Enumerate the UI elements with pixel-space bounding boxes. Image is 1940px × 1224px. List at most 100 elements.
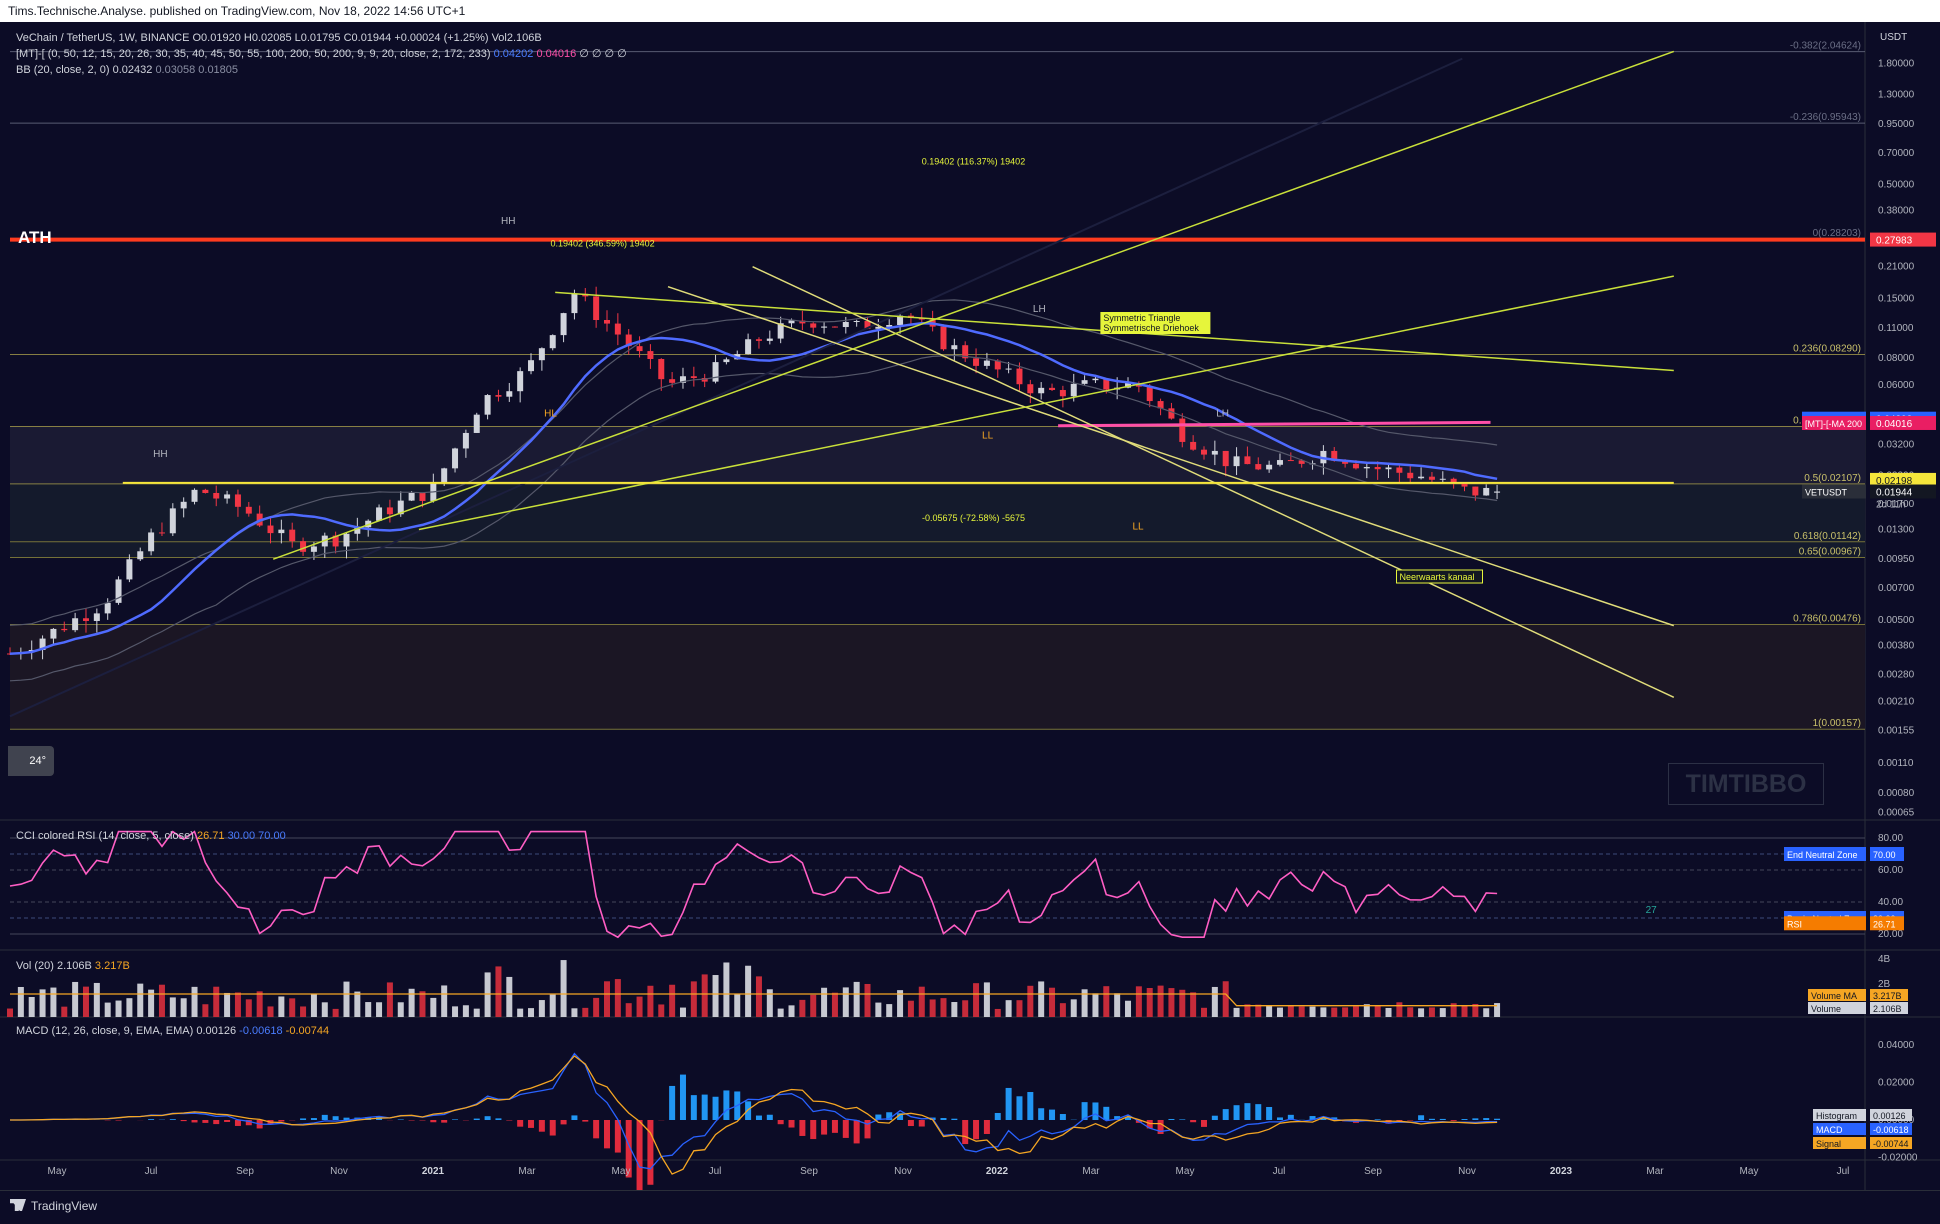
volume-bar <box>1223 981 1229 1017</box>
macd-tag-label: Signal <box>1816 1139 1841 1149</box>
volume-bar <box>843 987 849 1017</box>
volume-bar <box>1158 986 1164 1017</box>
macd-histogram-bar <box>702 1095 708 1120</box>
candle-up <box>1006 369 1012 370</box>
volume-bar <box>463 1005 469 1017</box>
zone-0382-05 <box>10 426 1865 483</box>
legend-mt-ma50: 0.04202 <box>494 48 534 60</box>
volume-bar <box>930 999 936 1017</box>
volume-bar <box>550 995 556 1017</box>
macd-histogram-bar <box>495 1118 501 1120</box>
hh-label: HH <box>501 216 515 227</box>
tradingview-brand: TradingView <box>31 1199 97 1213</box>
candle-down <box>202 490 208 493</box>
volume-bar <box>1092 993 1098 1017</box>
candle-up <box>1277 460 1283 465</box>
macd-histogram-bar <box>1277 1117 1283 1120</box>
macd-histogram-bar <box>1168 1119 1174 1120</box>
volume-bar <box>116 1001 122 1017</box>
candle-up <box>1494 492 1500 493</box>
macd-histogram-bar <box>843 1120 849 1138</box>
volume-bar <box>571 1008 577 1017</box>
macd-histogram-bar <box>951 1119 957 1120</box>
legend-bb-lower: 0.01805 <box>198 64 238 76</box>
volume-tag-label: Volume <box>1811 1004 1841 1014</box>
legend-mt: [MT]-[ (0, 50, 12, 15, 20, 26, 30, 35, 4… <box>16 48 491 60</box>
volume-value-label: 3.217B <box>1873 991 1902 1001</box>
chart-canvas[interactable]: -0.382(2.04624)-0.236(0.95943)0(0.28203)… <box>0 22 1940 1190</box>
candle-down <box>268 526 274 534</box>
candle-up <box>506 391 512 396</box>
macd-histogram-bar <box>908 1120 914 1126</box>
volume-bar <box>637 997 643 1017</box>
macd-histogram-bar <box>170 1119 176 1120</box>
candle-up <box>105 603 111 614</box>
rsi-value: 26.71 <box>197 830 225 842</box>
candle-down <box>300 541 306 552</box>
legend-bb-row[interactable]: BB (20, close, 2, 0) 0.02432 0.03058 0.0… <box>16 62 627 78</box>
volume-bar <box>1440 1008 1446 1017</box>
fib-level-label: 0.5(0.02107) <box>1804 473 1861 484</box>
macd-histogram-bar <box>322 1115 328 1120</box>
macd-histogram-bar <box>1266 1107 1272 1120</box>
macd-tag-label: MACD <box>1816 1125 1843 1135</box>
volume-bar <box>1331 1008 1337 1017</box>
legend-mt-row[interactable]: [MT]-[ (0, 50, 12, 15, 20, 26, 30, 35, 4… <box>16 46 627 62</box>
price-tick-label: 1.30000 <box>1878 89 1915 100</box>
candle-down <box>1049 388 1055 390</box>
macd-histogram-bar <box>995 1113 1001 1120</box>
angle-readout[interactable]: 24° <box>8 746 54 776</box>
volume-bar <box>387 982 393 1017</box>
macd-histogram-bar <box>192 1120 198 1122</box>
volume-bar <box>821 988 827 1017</box>
candle-up <box>148 532 154 551</box>
tradingview-logo[interactable]: TradingView <box>10 1199 97 1213</box>
volume-bar <box>1125 1001 1131 1017</box>
macd-histogram-bar <box>333 1116 339 1120</box>
macd-histogram-bar <box>713 1097 719 1120</box>
rsi-title: CCI colored RSI (14, close, 5, close) <box>16 830 194 842</box>
publish-header: Tims.Technische.Analyse. published on Tr… <box>0 0 1940 22</box>
volume-bar <box>7 1009 13 1017</box>
author-watermark: TIMTIBBO <box>1668 763 1824 805</box>
macd-histogram-bar <box>278 1120 284 1121</box>
price-tick-label: 0.00210 <box>1878 697 1915 708</box>
macd-histogram-bar <box>1092 1102 1098 1120</box>
volume-bar <box>799 1000 805 1017</box>
volume-bar <box>506 977 512 1017</box>
macd-histogram-bar <box>723 1090 729 1120</box>
time-tick-label: Jul <box>145 1166 158 1177</box>
macd-histogram-bar <box>789 1120 795 1128</box>
legend-symbol: VeChain / TetherUS, 1W, BINANCE <box>16 32 189 44</box>
candle-up <box>1092 379 1098 381</box>
macd-histogram-bar <box>810 1120 816 1139</box>
volume-bar <box>1006 1000 1012 1017</box>
macd-legend[interactable]: MACD (12, 26, close, 9, EMA, EMA) 0.0012… <box>16 1025 329 1037</box>
price-tick-label: 0.03200 <box>1878 439 1915 450</box>
candle-down <box>1190 442 1196 450</box>
rsi-legend[interactable]: CCI colored RSI (14, close, 5, close) 26… <box>16 830 286 842</box>
volume-bar <box>83 987 89 1017</box>
candle-down <box>1244 456 1250 464</box>
volume-bar <box>886 1004 892 1017</box>
candle-up <box>1082 380 1088 384</box>
volume-legend[interactable]: Vol (20) 2.106B 3.217B <box>16 960 130 972</box>
candle-down <box>1179 419 1185 442</box>
volume-bar <box>734 994 740 1017</box>
candle-down <box>61 629 67 630</box>
volume-bar <box>235 992 241 1017</box>
volume-bar <box>680 1008 686 1017</box>
volume-value-label: 2.106B <box>1873 1004 1902 1014</box>
volume-bar <box>1103 986 1109 1017</box>
volume-bar <box>1234 1008 1240 1017</box>
volume-bar <box>343 982 349 1017</box>
macd-histogram-bar <box>181 1120 187 1121</box>
candle-down <box>246 507 252 514</box>
candle-down <box>604 320 610 324</box>
volume-bar <box>626 1003 632 1017</box>
time-tick-label: Mar <box>1082 1166 1100 1177</box>
time-tick-label: Nov <box>1458 1166 1476 1177</box>
volume-bar <box>561 960 567 1017</box>
volume-tag-label: Volume MA <box>1811 991 1857 1001</box>
legend-symbol-row[interactable]: VeChain / TetherUS, 1W, BINANCE O0.01920… <box>16 30 627 46</box>
